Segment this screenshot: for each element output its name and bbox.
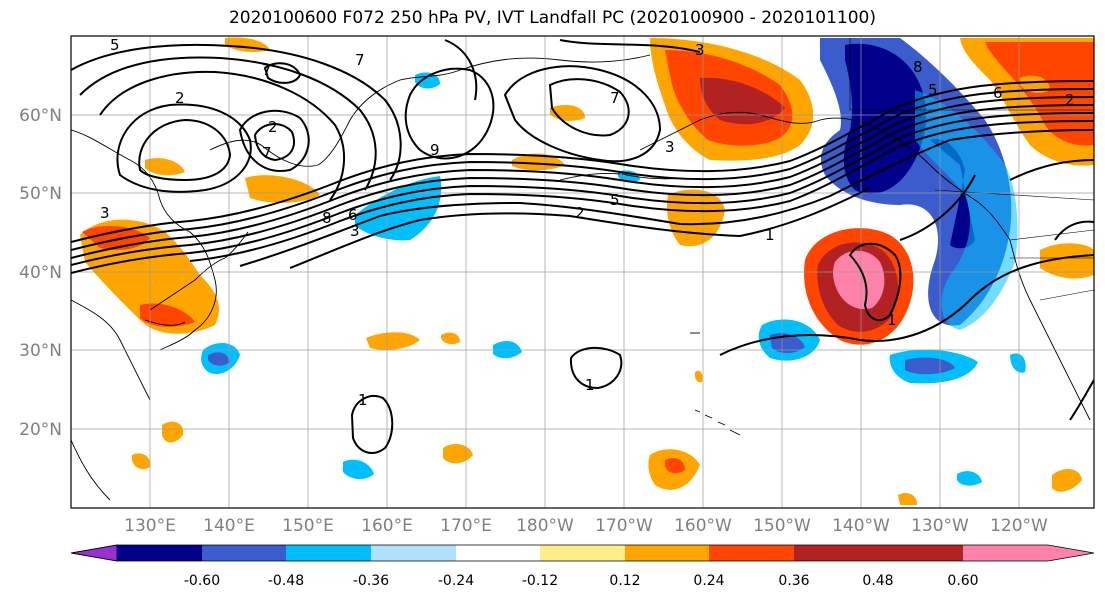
colorbar-segment: [371, 545, 456, 561]
lat-label: 20°N: [19, 420, 62, 440]
contour-label: 2: [1065, 91, 1075, 109]
map-frame: [70, 35, 1095, 509]
contour-label: 9: [430, 141, 440, 159]
map-layers: 5 7 2 2 7 7 9 3 3 8 6 3 7 2 5 1 1 1 1 8 …: [71, 36, 1094, 508]
contour-label: 3: [695, 41, 705, 59]
colorbar-segment: [540, 545, 625, 561]
lon-label: 150°E: [282, 516, 334, 536]
colorbar-labels: -0.60 -0.48 -0.36 -0.24 -0.12 0.12 0.24 …: [184, 573, 979, 589]
colorbar-segment: [456, 545, 540, 561]
colorbar-tick-label: -0.24: [438, 573, 474, 589]
contour-label: 8: [322, 209, 332, 227]
lon-label: 150°W: [753, 516, 811, 536]
contour-label: 5: [610, 191, 620, 209]
colorbar-tick-label: -0.12: [522, 573, 558, 589]
colorbar-tick-label: 0.48: [862, 573, 893, 589]
lat-label: 40°N: [19, 263, 62, 283]
lon-label: 160°E: [361, 516, 413, 536]
lat-label: 50°N: [19, 184, 62, 204]
colorbar-segment: [117, 545, 202, 561]
contour-label: 2: [575, 204, 585, 222]
contour-label: 3: [665, 138, 675, 156]
contour-label: 3: [100, 204, 110, 222]
colorbar-tick-label: -0.60: [184, 573, 220, 589]
lon-label: 170°W: [595, 516, 653, 536]
contour-label: 1: [358, 391, 368, 409]
contour-label: 1: [765, 226, 775, 244]
longitude-labels: 130°E 140°E 150°E 160°E 170°E 180°W 170°…: [124, 516, 1048, 536]
contour-label: 7: [355, 51, 365, 69]
pv-contours: [71, 39, 1094, 454]
colorbar-segment: [286, 545, 371, 561]
latitude-labels: 60°N 50°N 40°N 30°N 20°N: [19, 106, 62, 440]
contour-label: 7: [262, 144, 272, 162]
colorbar-tick-label: 0.24: [693, 573, 724, 589]
contour-label: 1: [887, 311, 897, 329]
colorbar: [70, 544, 1095, 562]
lat-label: 60°N: [19, 106, 62, 126]
lon-label: 140°W: [832, 516, 890, 536]
contour-label: 2: [268, 118, 278, 136]
colorbar-segment: [794, 545, 878, 561]
map-title: 2020100600 F072 250 hPa PV, IVT Landfall…: [228, 8, 876, 28]
lon-label: 180°W: [516, 516, 574, 536]
colorbar-segment: [878, 545, 963, 561]
colorbar-tick-label: 0.36: [778, 573, 809, 589]
colorbar-tick-label: -0.36: [353, 573, 389, 589]
colorbar-segment: [709, 545, 794, 561]
colorbar-tick-label: 0.12: [609, 573, 640, 589]
lat-label: 30°N: [19, 341, 62, 361]
contour-label: 8: [913, 58, 923, 76]
lon-label: 140°E: [203, 516, 255, 536]
contour-label: 7: [610, 89, 620, 107]
lon-label: 160°W: [674, 516, 732, 536]
colorbar-outline: [70, 544, 1095, 562]
colorbar-segment: [202, 545, 286, 561]
contour-label: 5: [928, 81, 938, 99]
lon-label: 120°W: [990, 516, 1048, 536]
contour-label: 2: [175, 89, 185, 107]
colorbar-tick-label: 0.60: [947, 573, 978, 589]
contour-label: 3: [350, 222, 360, 240]
lon-label: 170°E: [440, 516, 492, 536]
colorbar-extend-high: [963, 545, 1094, 561]
contour-labels: 5 7 2 2 7 7 9 3 3 8 6 3 7 2 5 1 1 1 1 8 …: [100, 36, 1075, 409]
lon-label: 130°E: [124, 516, 176, 536]
colorbar-segment: [625, 545, 709, 561]
contour-label: 6: [348, 206, 358, 224]
contour-label: 7: [262, 61, 272, 79]
colorbar-extend-low: [70, 544, 118, 562]
contour-label: 1: [585, 376, 595, 394]
contour-label: 5: [110, 36, 120, 54]
colorbar-tick-label: -0.48: [268, 573, 304, 589]
contour-label: 6: [993, 84, 1003, 102]
lon-label: 130°W: [911, 516, 969, 536]
